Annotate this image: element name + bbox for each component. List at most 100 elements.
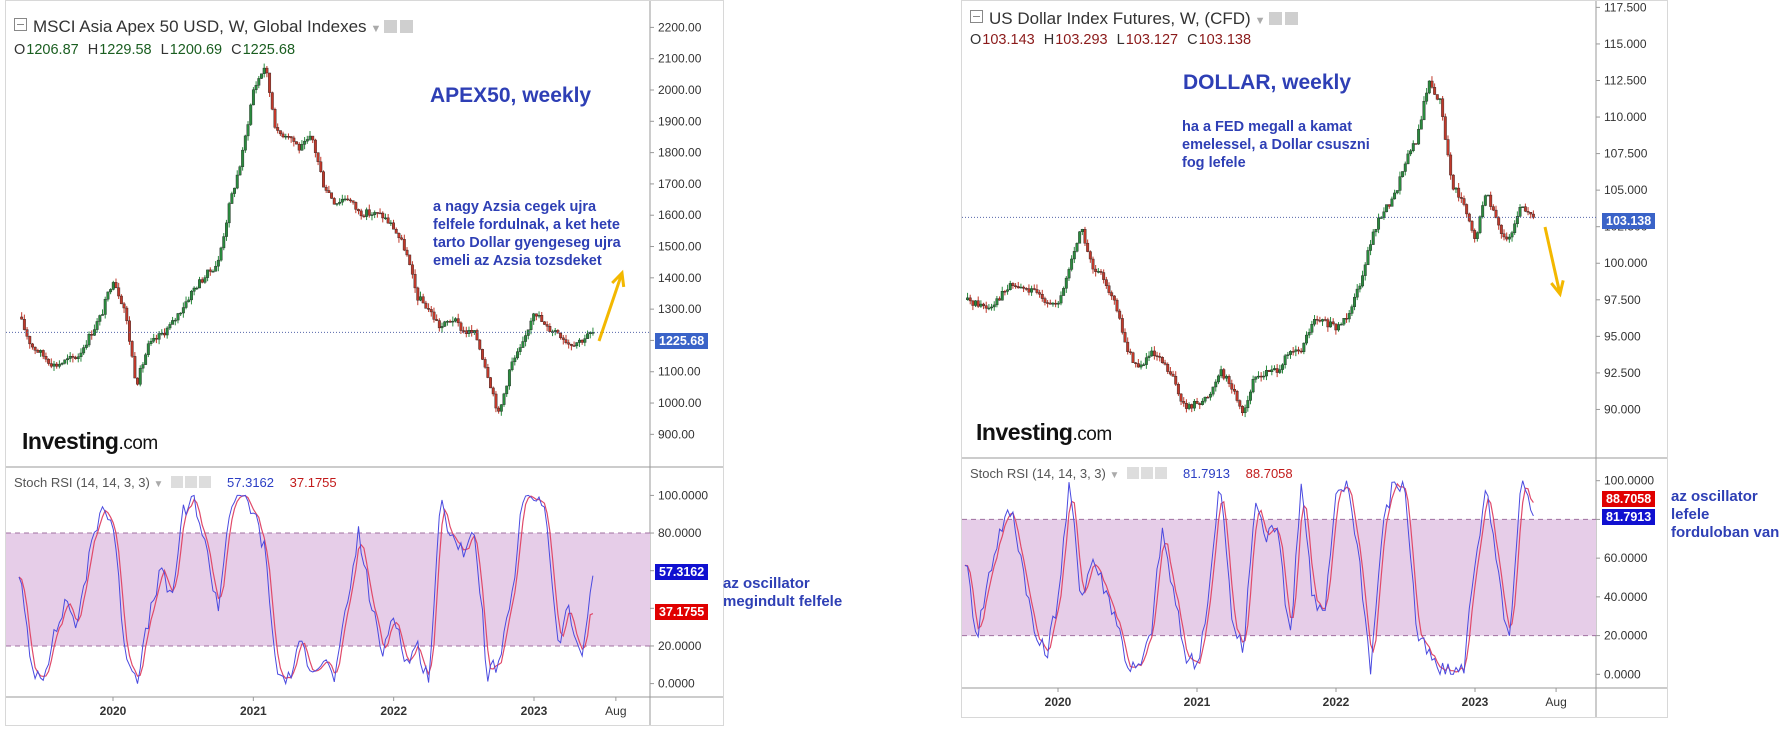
settings-icon[interactable] [400, 20, 414, 33]
candle-body [1531, 213, 1535, 218]
candle-body [1230, 383, 1234, 390]
chevron-down-icon[interactable]: ▼ [1254, 15, 1266, 27]
candle-body [451, 320, 455, 323]
eye-icon[interactable] [171, 476, 184, 488]
candle-body [1035, 289, 1039, 293]
candle-body [1449, 154, 1453, 176]
candle-body [284, 136, 288, 138]
candle-body [1254, 376, 1258, 380]
candle-body [68, 356, 72, 359]
price-tick-label: 1800.00 [658, 146, 702, 160]
candle-body [1393, 192, 1397, 200]
candle-body [90, 334, 94, 336]
investing-logo: Investing.com [976, 419, 1112, 446]
eye-icon[interactable] [384, 20, 398, 33]
candle-body [1054, 302, 1058, 305]
chevron-down-icon[interactable]: ▼ [370, 23, 382, 35]
candle-body [181, 307, 185, 314]
candle-body [49, 363, 53, 367]
candle-body [1243, 407, 1247, 414]
candle-body [1465, 204, 1469, 215]
candle-body [1273, 368, 1276, 370]
settings-icon[interactable] [185, 476, 198, 488]
right-ohlc: O103.143 H103.293 L103.127 C103.138 [970, 32, 1260, 48]
chevron-down-icon[interactable]: ▼ [153, 479, 164, 490]
candle-body [392, 222, 395, 230]
candle-body [22, 319, 26, 330]
open-label: O [14, 42, 26, 58]
candle-body [1505, 236, 1509, 240]
price-tick-label: 110.000 [1604, 110, 1647, 124]
candle-body [1323, 319, 1327, 321]
candle-body [295, 141, 298, 145]
forecast-arrow-shaft [597, 272, 624, 342]
chevron-down-icon[interactable]: ▼ [1109, 470, 1120, 481]
candle-body [57, 364, 61, 367]
candle-body [300, 144, 304, 151]
open-label: O [970, 32, 982, 48]
right-chart-svg[interactable]: 117.500 115.000 112.500 110.000 107.500 105.0… [962, 1, 1667, 717]
left-chart-svg[interactable]: 2200.00 2100.00 2000.00 1900.00 1800.00 1700.… [6, 1, 723, 725]
candle-body [257, 78, 261, 86]
candle-body [1507, 236, 1511, 240]
candle-body [979, 303, 983, 307]
candle-body [136, 377, 139, 385]
candle-body [63, 359, 67, 364]
candle-body [373, 212, 377, 215]
candle-body [1008, 283, 1012, 291]
candle-body [491, 387, 495, 395]
candle-body [1523, 206, 1527, 212]
candle-body [1086, 242, 1090, 252]
candle-body [346, 198, 350, 201]
candle-body [483, 359, 487, 368]
candle-body [211, 271, 215, 273]
collapse-icon[interactable] [970, 10, 983, 23]
candle-body [518, 347, 522, 352]
close-icon[interactable] [199, 476, 212, 488]
left-annotation-title: APEX50, weekly [430, 84, 592, 107]
candle-body [1305, 334, 1308, 344]
eye-icon[interactable] [1127, 467, 1140, 479]
candle-body [330, 192, 334, 199]
candle-body [1038, 292, 1042, 295]
candle-body [1184, 403, 1188, 409]
candle-body [1283, 355, 1287, 366]
candle-body [1515, 216, 1519, 225]
candle-body [475, 330, 479, 341]
candle-body [351, 200, 355, 203]
candle-body [1094, 268, 1098, 272]
candle-body [1195, 401, 1199, 404]
candle-body [987, 307, 991, 310]
candle-body [260, 73, 263, 79]
eye-icon[interactable] [1268, 12, 1282, 25]
candle-body [1385, 204, 1389, 213]
candle-body [1406, 153, 1410, 165]
indicator-tick-label: 0.0000 [658, 677, 695, 691]
candle-body [1518, 207, 1522, 217]
forecast-arrow-head [611, 269, 626, 288]
settings-icon[interactable] [1284, 12, 1298, 25]
candle-body [1144, 357, 1148, 365]
candle-body [1126, 341, 1130, 352]
candle-body [1022, 286, 1026, 289]
candle-body [176, 313, 180, 321]
candle-body [1395, 190, 1399, 194]
candle-body [421, 296, 425, 304]
candle-body [435, 319, 439, 321]
last-price-tag: 103.138 [1602, 213, 1656, 229]
candle-body [537, 315, 541, 317]
candle-body [405, 249, 409, 256]
settings-icon[interactable] [1141, 467, 1154, 479]
candle-body [1246, 400, 1250, 409]
candle-body [98, 315, 102, 322]
candle-body [1168, 371, 1172, 375]
candle-body [1414, 143, 1418, 145]
collapse-icon[interactable] [14, 18, 27, 31]
candle-body [246, 124, 250, 137]
candle-body [117, 287, 121, 297]
candle-body [384, 217, 387, 220]
candle-body [308, 135, 312, 140]
candle-body [1131, 352, 1135, 363]
close-icon[interactable] [1155, 467, 1168, 479]
candle-body [203, 277, 207, 283]
